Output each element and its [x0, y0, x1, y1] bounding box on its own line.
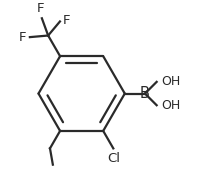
Text: Cl: Cl: [107, 152, 120, 165]
Text: F: F: [63, 14, 71, 27]
Text: F: F: [19, 31, 26, 44]
Text: B: B: [140, 86, 150, 101]
Text: F: F: [37, 2, 45, 15]
Text: OH: OH: [161, 99, 180, 112]
Text: OH: OH: [161, 75, 180, 88]
